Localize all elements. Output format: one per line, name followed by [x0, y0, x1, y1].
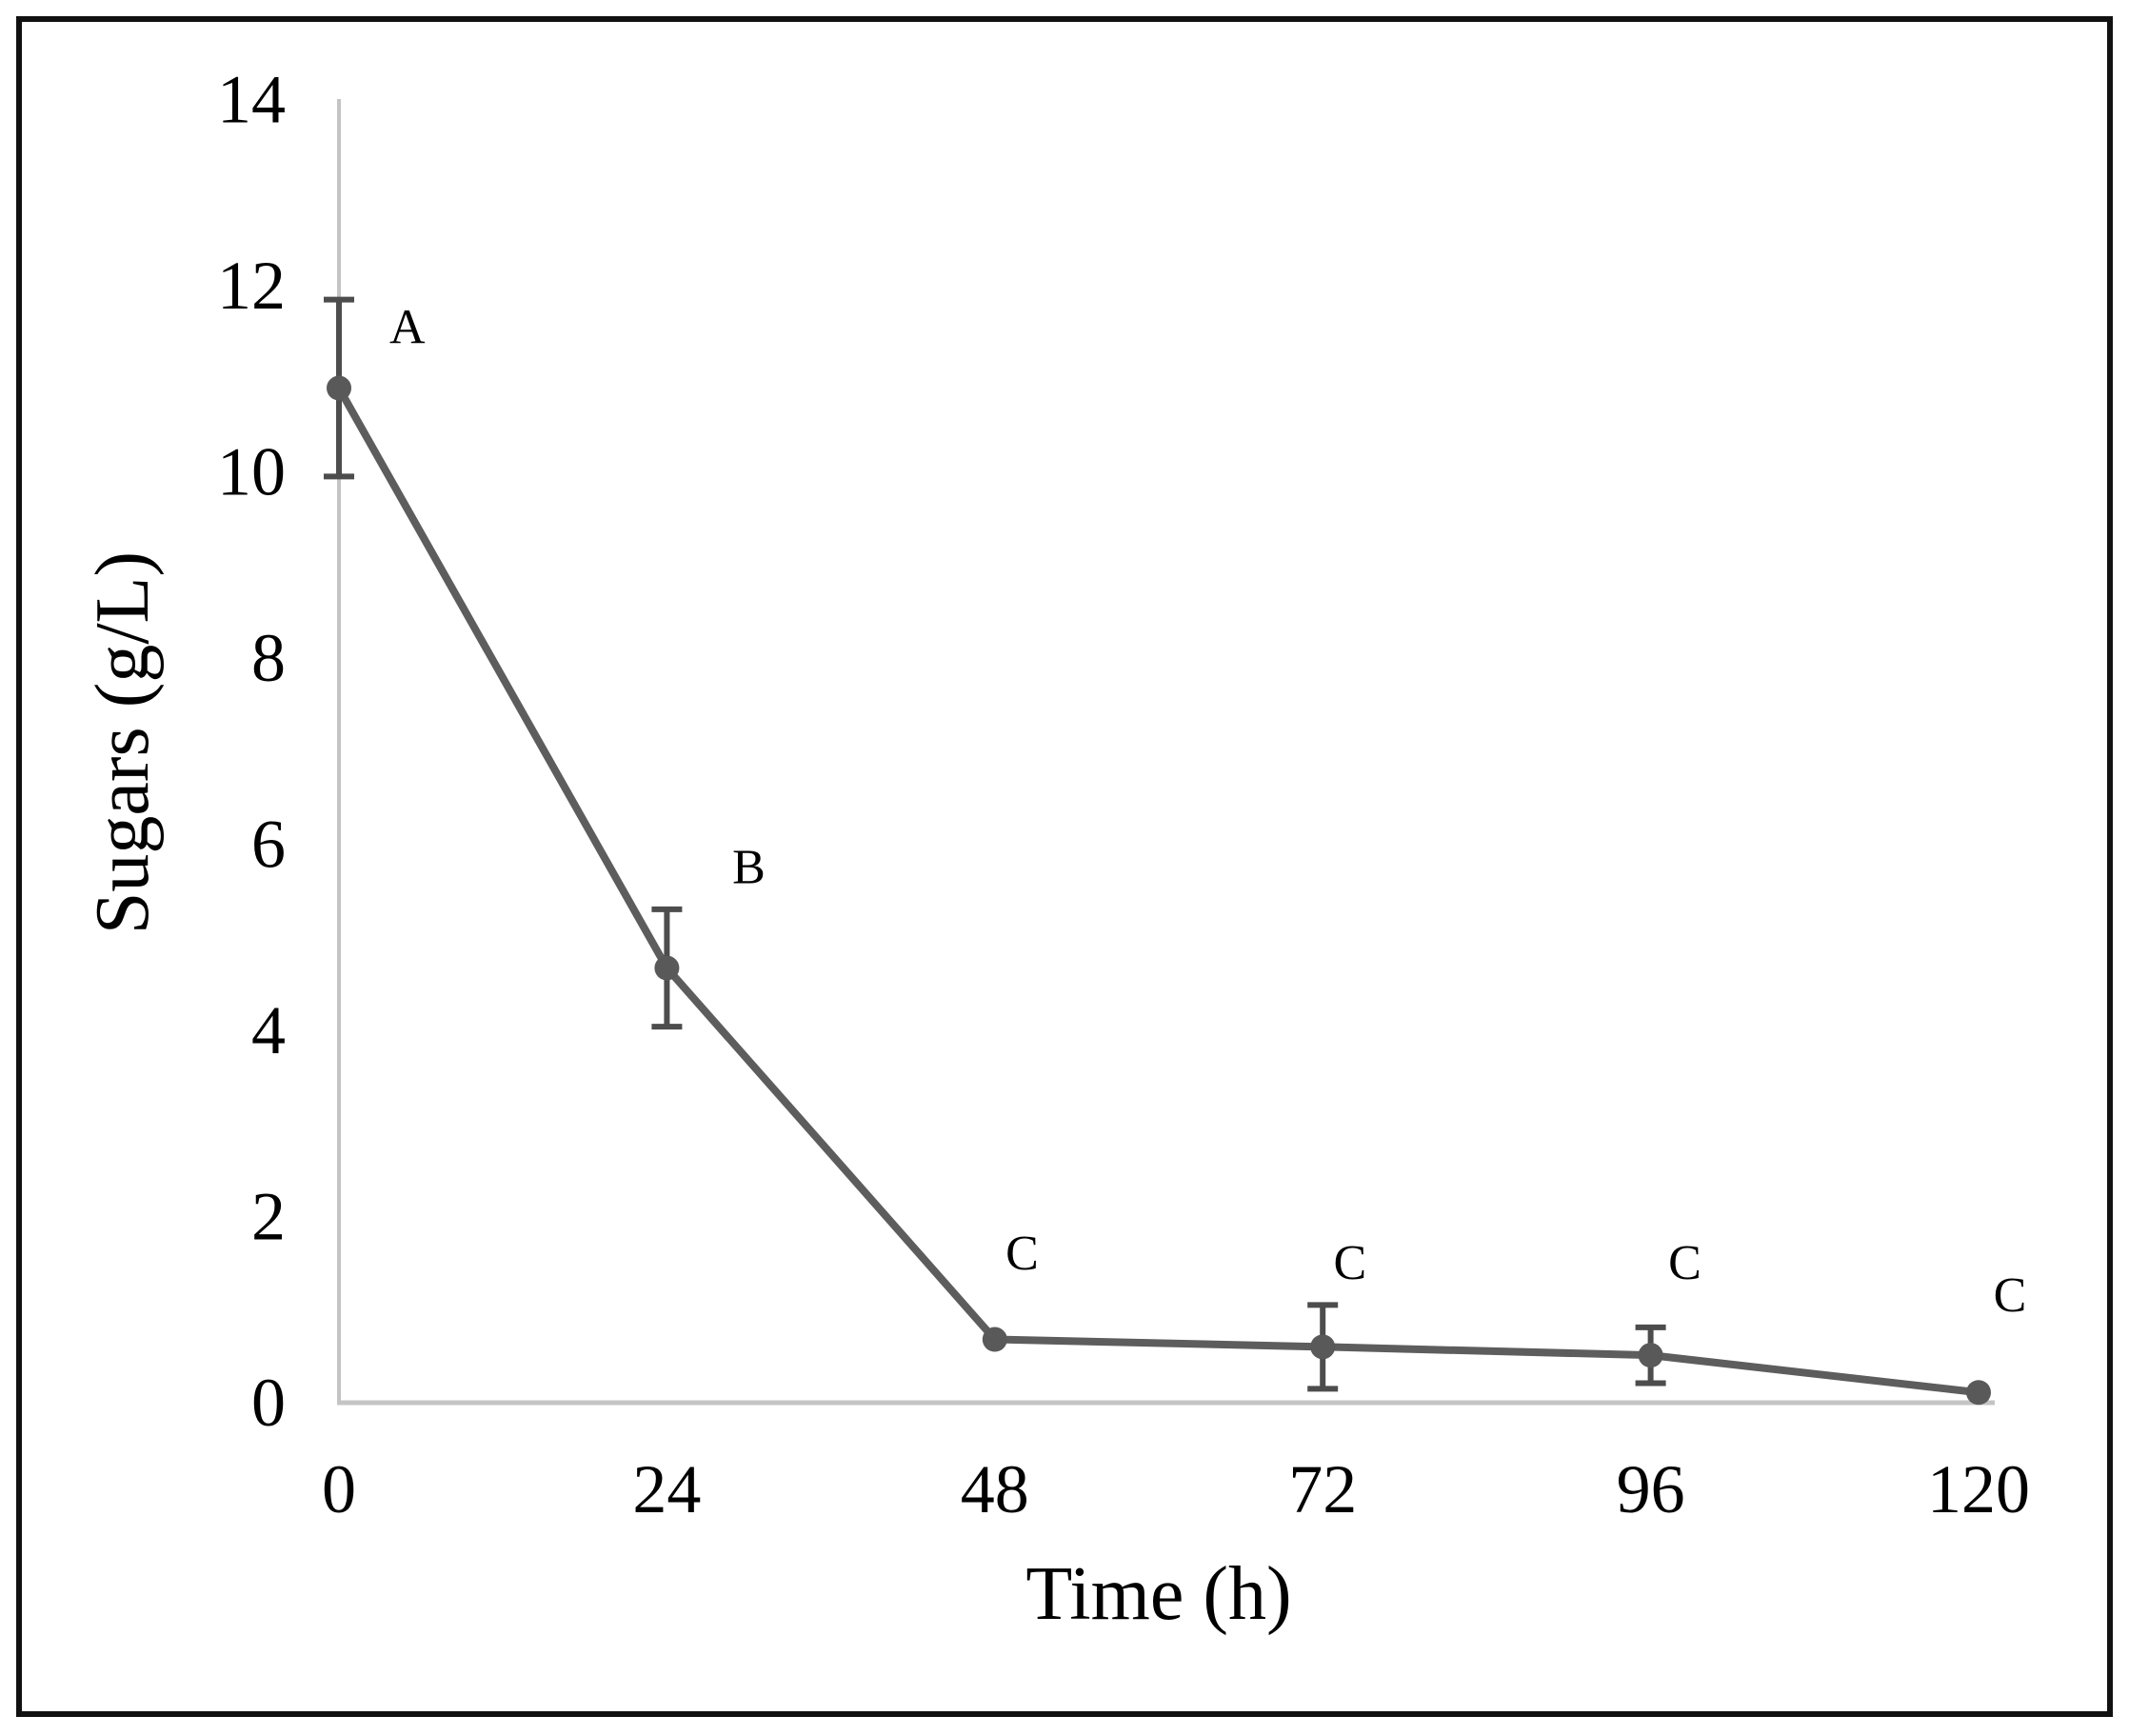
annotation-letter: C [1994, 1268, 2027, 1323]
data-point-marker [327, 375, 351, 401]
data-points [327, 375, 1991, 1406]
y-axis-title: Sugars (g/L) [81, 551, 165, 934]
y-tick-label: 0 [251, 1365, 286, 1441]
y-tick-label: 6 [251, 807, 286, 883]
data-point-marker [982, 1327, 1007, 1352]
series-line [335, 386, 1980, 1397]
x-tick-label: 0 [322, 1451, 356, 1527]
annotation-letter: C [1668, 1236, 1701, 1290]
data-point-marker [1638, 1343, 1663, 1368]
error-bars [324, 296, 1666, 1392]
data-point-marker [654, 955, 680, 981]
annotation-letter: B [732, 840, 766, 894]
y-tick-label: 14 [217, 62, 286, 138]
y-tick-label: 2 [251, 1179, 286, 1255]
y-tick-labels: 0 2 4 6 8 10 12 14 [217, 62, 286, 1442]
data-point-marker [1966, 1380, 1991, 1406]
y-tick-label: 8 [251, 620, 286, 696]
annotation-letter: C [1005, 1227, 1039, 1281]
y-tick-label: 12 [217, 248, 286, 324]
x-tick-label: 120 [1927, 1451, 2030, 1527]
x-tick-labels: 0 24 48 72 96 120 [322, 1451, 2030, 1527]
x-tick-label: 96 [1617, 1451, 1685, 1527]
series-polyline [335, 386, 1980, 1397]
y-tick-label: 4 [251, 992, 286, 1068]
x-tick-label: 24 [632, 1451, 701, 1527]
annotations: A B C C C C [389, 300, 2026, 1323]
figure-border [16, 16, 2113, 1717]
y-tick-label: 10 [217, 434, 286, 510]
annotation-letter: A [389, 300, 426, 354]
data-point-marker [1310, 1334, 1336, 1360]
x-tick-label: 48 [961, 1451, 1029, 1527]
annotation-letter: C [1334, 1236, 1367, 1290]
x-axis-title: Time (h) [1025, 1552, 1291, 1636]
x-tick-label: 72 [1288, 1451, 1357, 1527]
